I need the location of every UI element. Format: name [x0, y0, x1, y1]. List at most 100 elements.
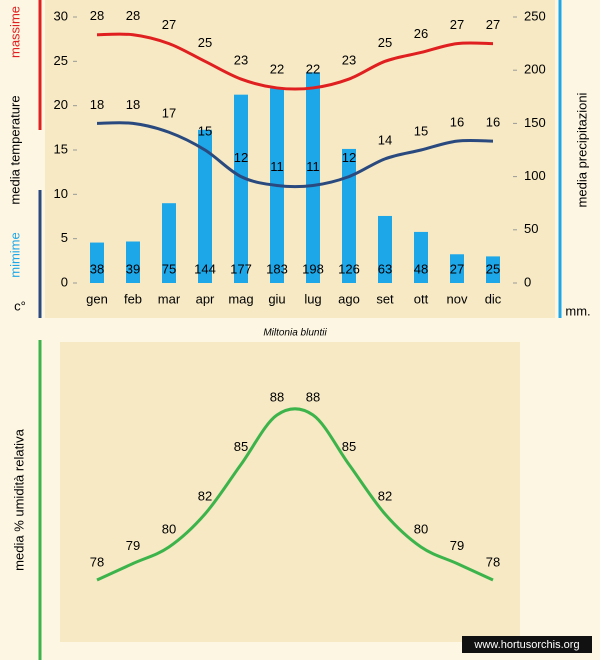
data-label: 18 [90, 97, 104, 112]
bar [234, 94, 248, 283]
y-tick-label: 25 [54, 53, 68, 68]
line [96, 32, 494, 91]
data-label: 27 [486, 17, 500, 32]
y2-tick-label: 50 [524, 221, 538, 236]
data-label: 126 [338, 261, 360, 276]
x-tick-label: giu [268, 291, 285, 306]
data-label: 26 [414, 26, 428, 41]
x-tick-label: dic [485, 291, 502, 306]
data-label: 78 [90, 554, 104, 569]
x-tick-label: nov [447, 291, 468, 306]
data-label: 14 [378, 132, 392, 147]
data-label: 25 [378, 35, 392, 50]
data-label: 15 [414, 123, 428, 138]
data-label: 80 [162, 521, 176, 536]
y2-tick-label: 250 [524, 8, 546, 23]
watermark-bg [462, 636, 592, 653]
bar [414, 231, 428, 283]
y2-axis-label: media precipitazioni [574, 92, 589, 207]
y-unit: c° [14, 298, 26, 313]
bar [342, 148, 356, 283]
data-label: 27 [162, 17, 176, 32]
data-label: 12 [342, 150, 356, 165]
data-label: 25 [198, 35, 212, 50]
data-label: 85 [234, 439, 248, 454]
x-tick-label: ago [338, 291, 360, 306]
legend-label: massime [7, 6, 22, 58]
data-label: 27 [450, 17, 464, 32]
data-label: 16 [450, 115, 464, 130]
x-tick-label: mag [228, 291, 253, 306]
bar [486, 256, 500, 283]
legend-label: mimime [7, 232, 22, 278]
data-label: 88 [306, 389, 320, 404]
data-label: 177 [230, 261, 252, 276]
data-label: 23 [234, 53, 248, 68]
data-label: 16 [486, 115, 500, 130]
bar [198, 129, 212, 283]
data-label: 79 [450, 538, 464, 553]
bar [306, 72, 320, 283]
y2-unit: mm. [565, 303, 590, 318]
y-tick-label: 15 [54, 141, 68, 156]
data-label: 144 [194, 261, 216, 276]
bar [378, 215, 392, 283]
data-label: 18 [126, 97, 140, 112]
data-label: 11 [306, 159, 320, 174]
data-label: 88 [270, 389, 284, 404]
y-tick-label: 10 [54, 186, 68, 201]
bar [450, 254, 464, 283]
data-label: 183 [266, 261, 288, 276]
panel-top [45, 0, 555, 318]
x-tick-label: ott [414, 291, 429, 306]
data-label: 12 [234, 150, 248, 165]
data-label: 39 [126, 261, 140, 276]
chart-title: Miltonia bluntii [263, 328, 327, 339]
panel-bottom [60, 342, 520, 642]
x-tick-label: apr [196, 291, 215, 306]
bar [162, 203, 176, 283]
y2-tick-label: 100 [524, 168, 546, 183]
data-label: 75 [162, 261, 176, 276]
line [96, 407, 494, 582]
data-label: 17 [162, 106, 176, 121]
y-axis-label: media temperature [7, 95, 22, 204]
watermark: www.hortusorchis.org [473, 639, 579, 651]
data-label: 63 [378, 261, 392, 276]
data-label: 78 [486, 554, 500, 569]
data-label: 79 [126, 538, 140, 553]
x-tick-label: mar [158, 291, 181, 306]
data-label: 198 [302, 261, 324, 276]
data-label: 22 [306, 61, 320, 76]
data-label: 15 [198, 123, 212, 138]
y2-tick-label: 200 [524, 62, 546, 77]
y2-tick-label: 150 [524, 115, 546, 130]
bar [90, 242, 104, 283]
data-label: 27 [450, 261, 464, 276]
data-label: 48 [414, 261, 428, 276]
y-axis-label: media % umidità relativa [11, 428, 26, 570]
data-label: 38 [90, 261, 104, 276]
data-label: 28 [126, 8, 140, 23]
data-label: 80 [414, 521, 428, 536]
x-tick-label: gen [86, 291, 108, 306]
data-label: 82 [378, 488, 392, 503]
data-label: 22 [270, 61, 284, 76]
y2-tick-label: 0 [524, 274, 531, 289]
x-tick-label: feb [124, 291, 142, 306]
line [96, 121, 494, 189]
data-label: 25 [486, 261, 500, 276]
data-label: 11 [270, 159, 284, 174]
data-label: 28 [90, 8, 104, 23]
x-tick-label: set [376, 291, 394, 306]
y-tick-label: 5 [61, 230, 68, 245]
x-tick-label: lug [304, 291, 321, 306]
data-label: 82 [198, 488, 212, 503]
data-label: 85 [342, 439, 356, 454]
data-label: 23 [342, 53, 356, 68]
y-tick-label: 0 [61, 274, 68, 289]
y-tick-label: 30 [54, 8, 68, 23]
y-tick-label: 20 [54, 97, 68, 112]
